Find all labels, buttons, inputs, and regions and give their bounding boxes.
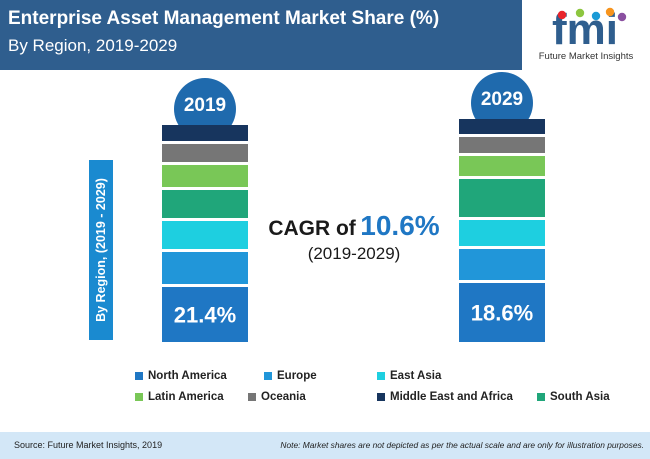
note-text: Note: Market shares are not depicted as …: [280, 440, 644, 450]
cagr-line: CAGR of 10.6%: [254, 210, 454, 242]
bar-segment-2019-latin-america: [162, 165, 248, 187]
year-badge-2029: [471, 72, 533, 134]
logo-company-name: Future Market Insights: [538, 51, 634, 62]
bar-segment-2019-north-america: [162, 287, 248, 342]
bar-segment-2029-middle-east-and-africa: [459, 119, 545, 134]
data-label-2019: 21.4%: [174, 303, 236, 328]
fmi-logo: fmi Future Market Insights: [522, 0, 650, 70]
bar-segment-2029-south-asia: [459, 179, 545, 217]
bar-segment-2029-europe: [459, 249, 545, 280]
bar-segment-2019-europe: [162, 252, 248, 284]
cagr-period: (2019-2029): [307, 244, 401, 263]
logo-dot-red: [557, 10, 567, 20]
cagr-label: CAGR of: [268, 217, 356, 240]
year-badge-2019: [174, 78, 236, 140]
bar-segment-2019-south-asia: [162, 190, 248, 218]
cagr-callout: CAGR of 10.6% (2019-2029): [254, 210, 454, 264]
logo-dot-purple: [617, 12, 627, 22]
logo-dot-blue: [591, 11, 601, 21]
bar-segment-2019-middle-east-and-africa: [162, 125, 248, 141]
side-axis-label: By Region, (2019 - 2029): [89, 160, 113, 340]
chart-subtitle: By Region, 2019-2029: [8, 36, 178, 55]
bar-segment-2029-north-america: [459, 283, 545, 342]
footer-bar: Source: Future Market Insights, 2019 Not…: [0, 432, 650, 459]
source-text: Source: Future Market Insights, 2019: [14, 440, 163, 450]
logo-dot-green: [575, 8, 585, 18]
bar-segment-2029-latin-america: [459, 156, 545, 176]
bar-segment-2019-oceania: [162, 144, 248, 162]
year-label-2019: 2019: [184, 95, 226, 116]
bar-segment-2029-east-asia: [459, 220, 545, 246]
chart-title: Enterprise Asset Management Market Share…: [8, 8, 440, 29]
year-label-2029: 2029: [481, 89, 523, 110]
cagr-value: 10.6%: [360, 210, 440, 241]
fmi-logo-mark: fmi: [552, 6, 627, 50]
logo-dot-orange: [605, 7, 615, 17]
bar-segment-2019-east-asia: [162, 221, 248, 249]
data-label-2029: 18.6%: [471, 301, 533, 326]
bar-segment-2029-oceania: [459, 137, 545, 153]
